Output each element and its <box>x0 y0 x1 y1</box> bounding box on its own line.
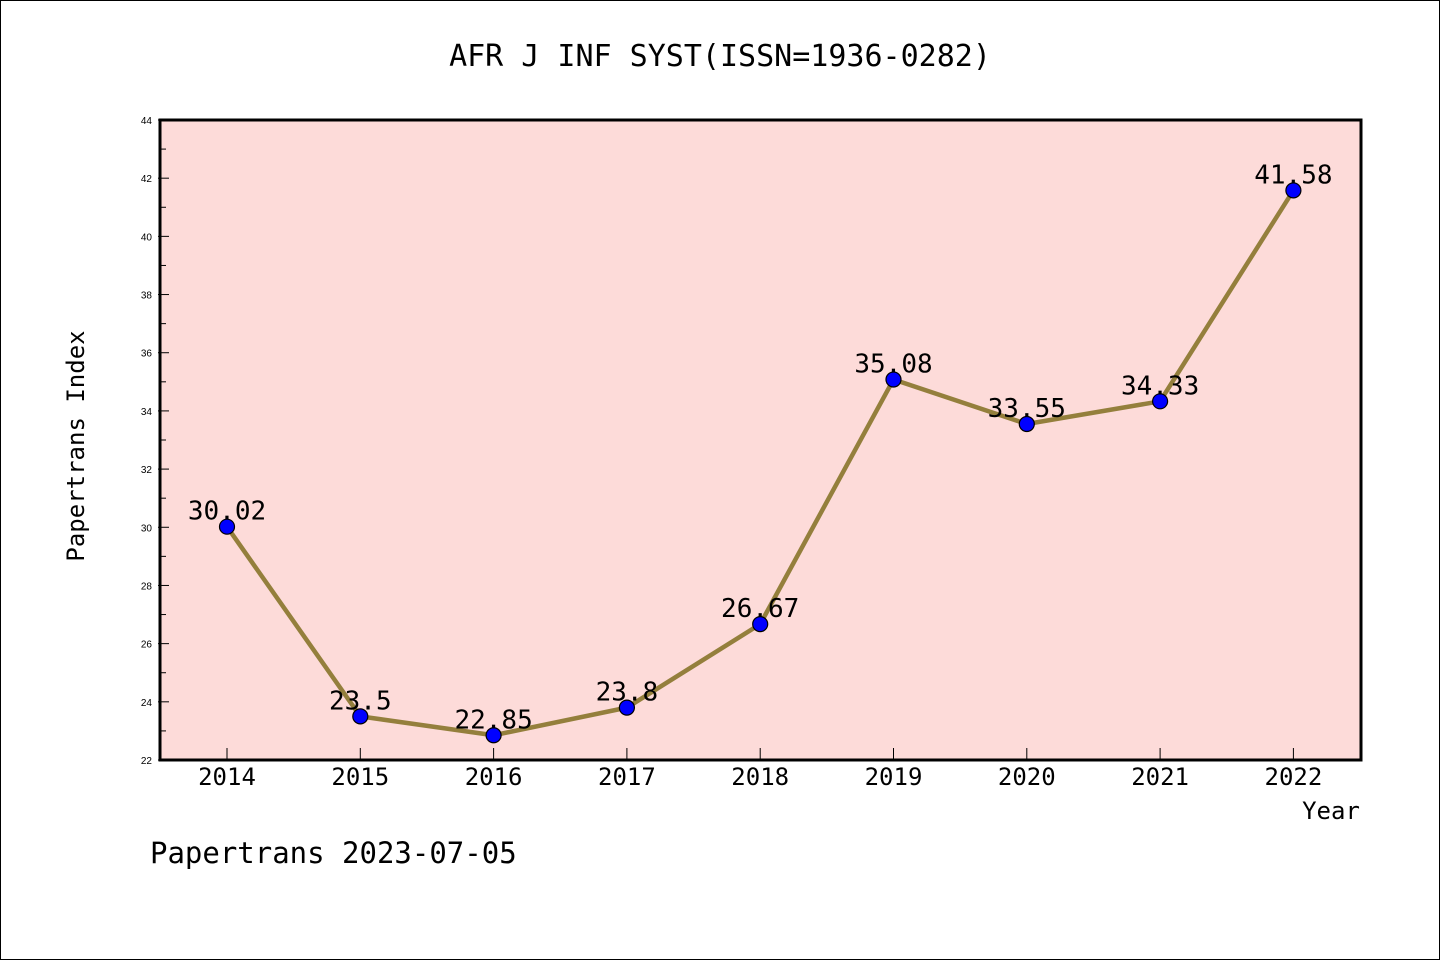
data-point-marker <box>1018 415 1035 433</box>
x-tick-label: 2022 <box>1265 763 1323 791</box>
data-value-label: 34.33 <box>1121 371 1199 401</box>
data-value-label: 35.08 <box>854 349 932 379</box>
plot-border <box>158 118 1363 762</box>
data-value-label: 41.58 <box>1254 160 1332 190</box>
data-point-marker <box>485 727 502 744</box>
plot-area <box>160 120 1361 760</box>
footer-text: Papertrans 2023-07-05 <box>150 836 517 870</box>
data-value-label: 23.5 <box>329 686 392 716</box>
y-tick-label: 24 <box>141 698 153 709</box>
data-point-marker <box>218 518 236 535</box>
x-tick-label: 2020 <box>998 763 1056 791</box>
y-axis: 22 24 26 28 30 32 34 36 38 40 42 44 <box>141 116 169 767</box>
x-tick-label: 2019 <box>865 763 923 791</box>
data-value-label: 26.67 <box>721 594 799 624</box>
x-tick-label: 2014 <box>198 763 256 791</box>
data-label-group: 30.02 23.5 22.85 23.8 26.67 35.08 33.55 34.33 41… <box>188 160 1333 735</box>
y-tick-label: 22 <box>141 756 153 767</box>
x-axis: 2014 2015 2016 2017 2018 2019 2020 2021 2022 <box>198 748 1322 791</box>
x-tick-label: 2021 <box>1131 763 1189 791</box>
y-tick-label: 32 <box>141 465 153 476</box>
y-tick-label: 26 <box>141 640 153 651</box>
x-axis-label: Year <box>1302 797 1360 825</box>
x-tick-label: 2017 <box>598 763 656 791</box>
data-point-marker <box>618 699 636 716</box>
y-tick-label: 44 <box>141 116 153 127</box>
y-tick-label: 34 <box>141 407 153 418</box>
y-tick-label: 38 <box>141 291 153 302</box>
data-point-marker <box>1285 182 1302 199</box>
data-point-marker <box>885 371 902 388</box>
y-tick-label: 36 <box>141 349 153 360</box>
y-tick-label: 30 <box>141 523 153 534</box>
data-point-marker <box>1151 393 1169 410</box>
data-point-marker <box>352 708 369 725</box>
x-tick-label: 2016 <box>465 763 523 791</box>
data-value-label: 33.55 <box>988 394 1066 424</box>
y-tick-label: 28 <box>141 581 153 592</box>
data-point-marker <box>752 616 769 633</box>
data-value-label: 30.02 <box>188 497 266 527</box>
y-axis-label: Papertrans Index <box>62 330 90 561</box>
x-tick-label: 2015 <box>331 763 389 791</box>
marker-group <box>218 182 1302 744</box>
x-tick-label: 2018 <box>731 763 789 791</box>
data-value-label: 22.85 <box>454 705 532 735</box>
data-value-label: 23.8 <box>596 678 659 708</box>
y-tick-label: 40 <box>141 232 153 243</box>
y-tick-label: 42 <box>141 174 153 185</box>
chart-title: AFR J INF SYST(ISSN=1936-0282) <box>449 39 991 74</box>
